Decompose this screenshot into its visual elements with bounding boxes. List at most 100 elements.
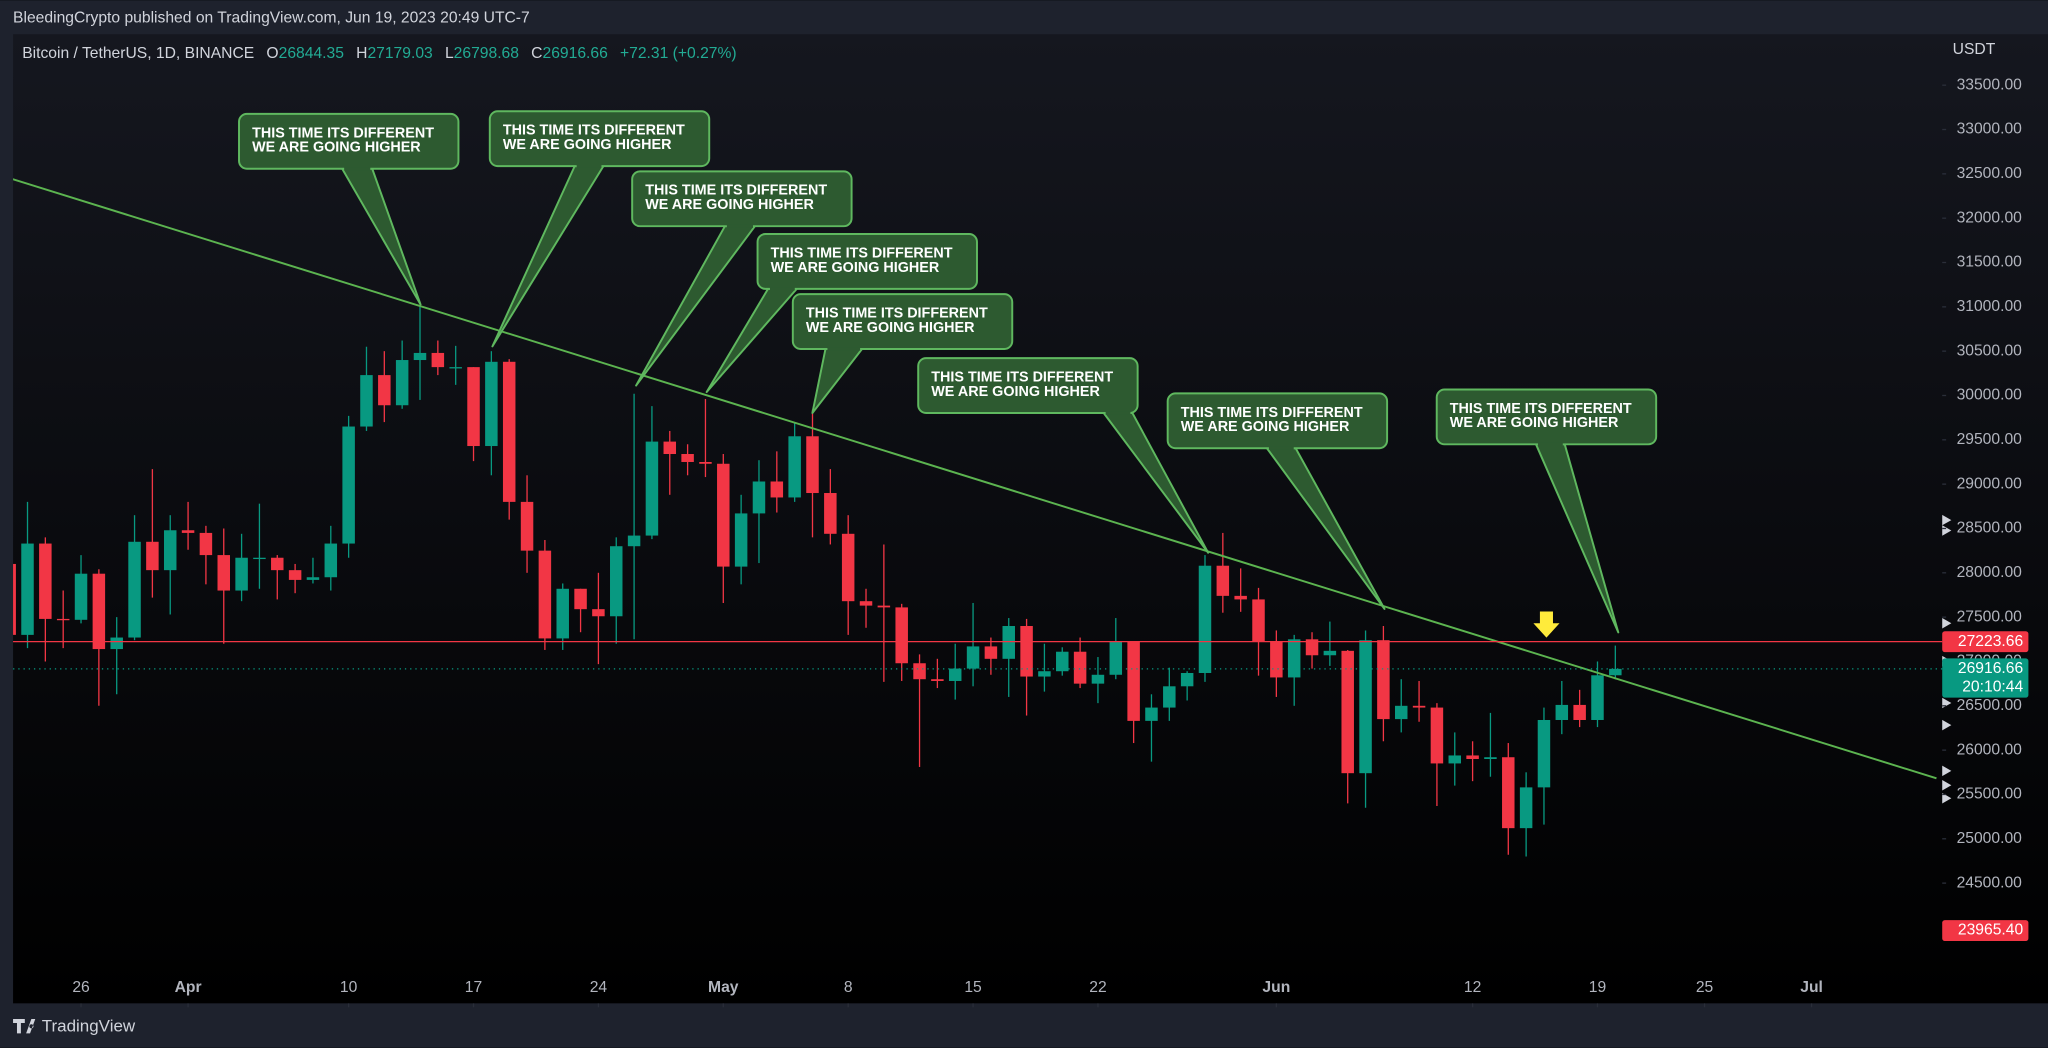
y-tick-label: 32000.00 [1957, 209, 2023, 226]
candle-body [1270, 641, 1283, 678]
callout-text: WE ARE GOING HIGHER [503, 137, 672, 153]
candle-body [306, 577, 320, 580]
hline-flag [1942, 631, 2029, 653]
candle-body [1412, 705, 1426, 708]
o-value: 26844.35 [279, 45, 345, 62]
candle-body [895, 607, 908, 664]
candle-body [931, 679, 944, 681]
candle-body [966, 646, 980, 669]
x-tick-label: Jul [1800, 979, 1823, 996]
candle-body [1056, 651, 1069, 672]
candle-body [1127, 641, 1140, 721]
y-tick-label: 30500.00 [1957, 342, 2023, 359]
y-tick-label: 26500.00 [1957, 697, 2023, 714]
plot-background [13, 34, 2048, 1004]
axis-unit: USDT [1953, 41, 1996, 58]
candle-body [1341, 650, 1354, 774]
candle-body [1519, 787, 1533, 829]
x-tick-label: May [708, 979, 739, 996]
candle-body [324, 543, 338, 578]
callout-box [917, 357, 1139, 414]
candle-body [752, 481, 766, 514]
candle-body [1323, 650, 1337, 656]
y-tick-label: 29000.00 [1957, 475, 2023, 492]
candle-body [217, 555, 230, 591]
x-tick-label: 15 [964, 979, 982, 996]
candle-body [913, 663, 926, 680]
candle-body [1430, 707, 1444, 764]
symbol: Bitcoin / TetherUS, 1D, BINANCE [22, 45, 254, 62]
candle-body [74, 573, 88, 620]
y-tick-label: 33500.00 [1957, 76, 2023, 93]
x-tick-label: Jun [1262, 979, 1290, 996]
candle-body [1287, 639, 1301, 678]
y-tick-label: 31000.00 [1957, 298, 2023, 315]
candle-body [520, 501, 534, 551]
candle-body [413, 352, 427, 361]
candle-body [1609, 668, 1622, 676]
y-tick-label: 33000.00 [1957, 121, 2023, 138]
candle-body [1180, 672, 1194, 687]
candle-body [1359, 640, 1372, 774]
x-tick-label: Apr [175, 979, 202, 996]
candle-body [1163, 686, 1176, 708]
candle-body [1305, 639, 1319, 656]
candle-body [431, 352, 445, 368]
callout-text: WE ARE GOING HIGHER [645, 197, 814, 213]
candle-body [253, 557, 266, 560]
y-tick-label: 28500.00 [1957, 520, 2023, 537]
y-tick-label: 25500.00 [1957, 786, 2023, 803]
candle-body [1234, 595, 1247, 600]
x-tick-label: 25 [1696, 979, 1714, 996]
x-tick-label: 12 [1464, 979, 1481, 996]
candle-body [1145, 707, 1158, 721]
candle-body [592, 609, 605, 617]
candle-body [13, 563, 16, 635]
candle-body [92, 573, 106, 650]
y-tick-label: 25000.00 [1957, 830, 2023, 847]
x-tick-label: 19 [1589, 979, 1606, 996]
candle-body [1198, 565, 1212, 673]
candle-body [1038, 671, 1051, 677]
y-tick-label: 27500.00 [1957, 608, 2023, 625]
callout-text: WE ARE GOING HIGHER [1450, 415, 1619, 431]
price-flag [1942, 658, 2029, 698]
callout-text: THIS TIME ITS DIFFERENT [806, 306, 988, 322]
candle-body [395, 360, 409, 406]
plot-area [13, 178, 1937, 857]
candle-body [378, 375, 391, 406]
candle-body [734, 513, 748, 567]
o-label: O [266, 45, 278, 62]
candle-body [199, 532, 213, 556]
candle-body [1466, 755, 1479, 759]
callout-text: WE ARE GOING HIGHER [771, 260, 940, 276]
candle-body [770, 481, 784, 498]
h-value: 27179.03 [367, 45, 433, 62]
candle-body [841, 533, 855, 602]
candle-body [663, 441, 677, 455]
low-flag-label: 23965.40 [1958, 922, 2024, 939]
x-tick-label: 8 [844, 979, 853, 996]
candle-body [271, 557, 284, 571]
c-value: 26916.66 [542, 45, 608, 62]
candle-body [485, 361, 498, 447]
callout-box [791, 293, 1014, 350]
price-flag-label: 26916.66 [1958, 660, 2024, 677]
candle-body [948, 668, 962, 681]
h-label: H [356, 45, 367, 62]
trendline [13, 178, 1937, 780]
candle-body [502, 361, 516, 502]
callout-text: THIS TIME ITS DIFFERENT [1450, 401, 1632, 417]
callout-text: THIS TIME ITS DIFFERENT [503, 123, 685, 139]
candle-body [627, 535, 641, 547]
callout-text: THIS TIME ITS DIFFERENT [931, 370, 1113, 386]
candle-body [984, 646, 998, 659]
candle-body [1591, 675, 1604, 720]
candle-body [1002, 626, 1015, 659]
candle-body [1448, 755, 1462, 764]
candle-body [1020, 626, 1033, 677]
candle-body [1216, 565, 1230, 596]
